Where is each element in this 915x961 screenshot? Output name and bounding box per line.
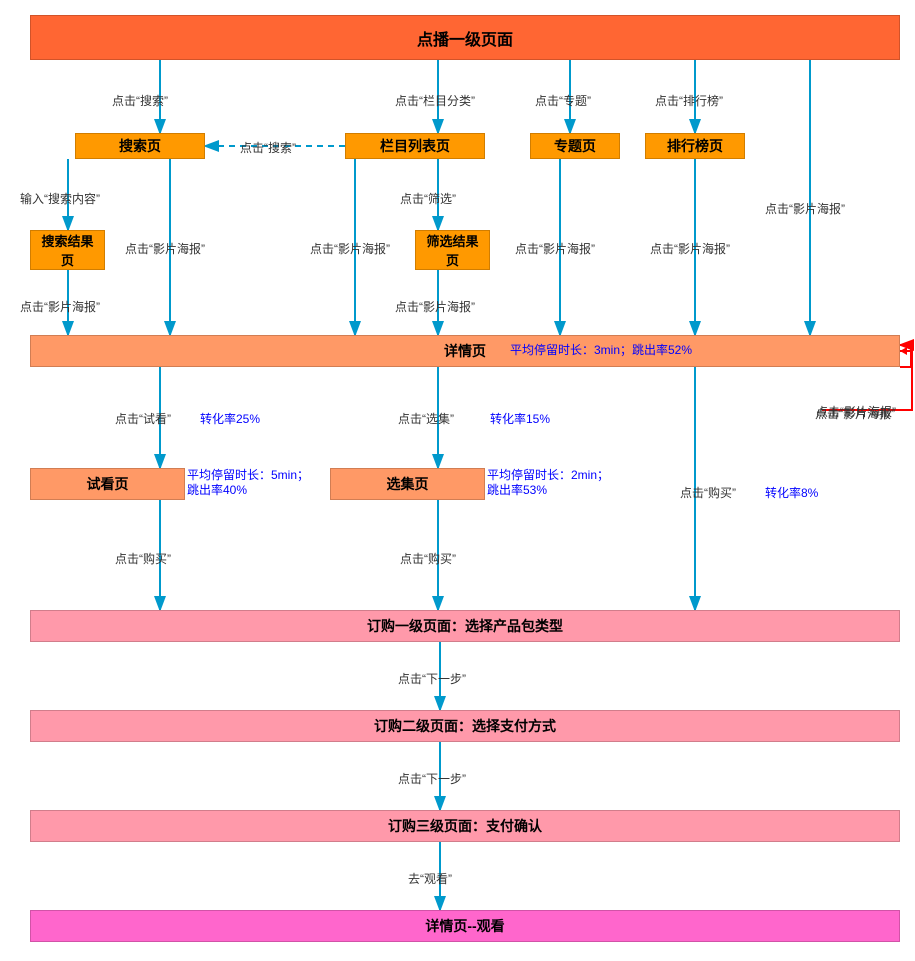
- edge-label: 点击“下一步”: [398, 770, 466, 787]
- edge-label: 点击“筛选”: [400, 190, 456, 207]
- node-search: 搜索页: [75, 133, 205, 159]
- edge-label: 点击“影片海报”: [650, 240, 730, 257]
- metric-detail: 平均停留时长：3min；跳出率52%: [510, 343, 692, 358]
- node-detail: 详情页: [30, 335, 900, 367]
- edge-label: 点击“下一步”: [398, 670, 466, 687]
- metric-episode: 平均停留时长：2min； 跳出率53%: [487, 468, 609, 498]
- edge-metric: 转化率8%: [765, 484, 818, 501]
- node-label: 订购二级页面：选择支付方式: [374, 716, 556, 736]
- node-topic: 专题页: [530, 133, 620, 159]
- edge-label: 点击“影片海报”: [515, 240, 595, 257]
- node-label: 栏目列表页: [380, 136, 450, 156]
- edge-label: 点击“栏目分类”: [395, 92, 475, 109]
- node-order3: 订购三级页面：支付确认: [30, 810, 900, 842]
- flowchart-canvas: 点播一级页面搜索页 栏目列表页 专题页 排行榜页搜索结果页 筛选结果页详情页试看页 选集页…: [0, 0, 915, 961]
- edge-label: 点击“购买”: [680, 484, 736, 501]
- node-watch: 详情页--观看: [30, 910, 900, 942]
- node-label: 专题页: [554, 136, 596, 156]
- edge-metric: 转化率15%: [490, 410, 550, 427]
- edge-label: 点击“影片海报”: [20, 298, 100, 315]
- node-label: 搜索页: [119, 136, 161, 156]
- node-list: 栏目列表页: [345, 133, 485, 159]
- edge-label: 点击“专题”: [535, 92, 591, 109]
- edge: [900, 345, 911, 367]
- edge-label: 点击“影片海报”: [310, 240, 390, 257]
- node-sresult: 搜索结果页: [30, 230, 105, 270]
- edge-label: 点击“购买”: [115, 550, 171, 567]
- metric-trial: 平均停留时长：5min； 跳出率40%: [187, 468, 309, 498]
- node-trial: 试看页: [30, 468, 185, 500]
- edge-label: 点击“搜索”: [240, 139, 296, 156]
- node-label: 详情页: [444, 341, 486, 361]
- edge-label: 去“观看”: [408, 870, 452, 887]
- edge-label: 点击“购买”: [400, 550, 456, 567]
- node-label: 试看页: [87, 474, 129, 494]
- edge-label: 点击“影片海报”: [125, 240, 205, 257]
- node-root: 点播一级页面: [30, 15, 900, 60]
- node-label: 订购三级页面：支付确认: [388, 816, 542, 836]
- node-label: 排行榜页: [667, 136, 723, 156]
- node-episode: 选集页: [330, 468, 485, 500]
- edge-label: 点击“影片海报”: [395, 298, 475, 315]
- node-label: 详情页--观看: [425, 916, 504, 936]
- edge-label: 点击“排行榜”: [655, 92, 723, 109]
- edge-loop-red-arrowhead: [900, 347, 907, 355]
- node-order1: 订购一级页面：选择产品包类型: [30, 610, 900, 642]
- edge-label: 点击“选集”: [398, 410, 454, 427]
- edge-label: 点击“影片海报”: [816, 403, 896, 420]
- node-label: 选集页: [387, 474, 429, 494]
- node-label: 搜索结果页: [37, 231, 98, 269]
- node-label: 点播一级页面: [417, 26, 513, 50]
- node-order2: 订购二级页面：选择支付方式: [30, 710, 900, 742]
- node-fresult: 筛选结果页: [415, 230, 490, 270]
- edge-label: 点击“试看”: [115, 410, 171, 427]
- edge-label: 点击“影片海报”: [765, 200, 845, 217]
- node-label: 筛选结果页: [422, 231, 483, 269]
- edge-metric: 转化率25%: [200, 410, 260, 427]
- edge-label: 输入“搜索内容”: [20, 190, 100, 207]
- node-rank: 排行榜页: [645, 133, 745, 159]
- node-label: 订购一级页面：选择产品包类型: [367, 616, 563, 636]
- edge-label: 点击“搜索”: [112, 92, 168, 109]
